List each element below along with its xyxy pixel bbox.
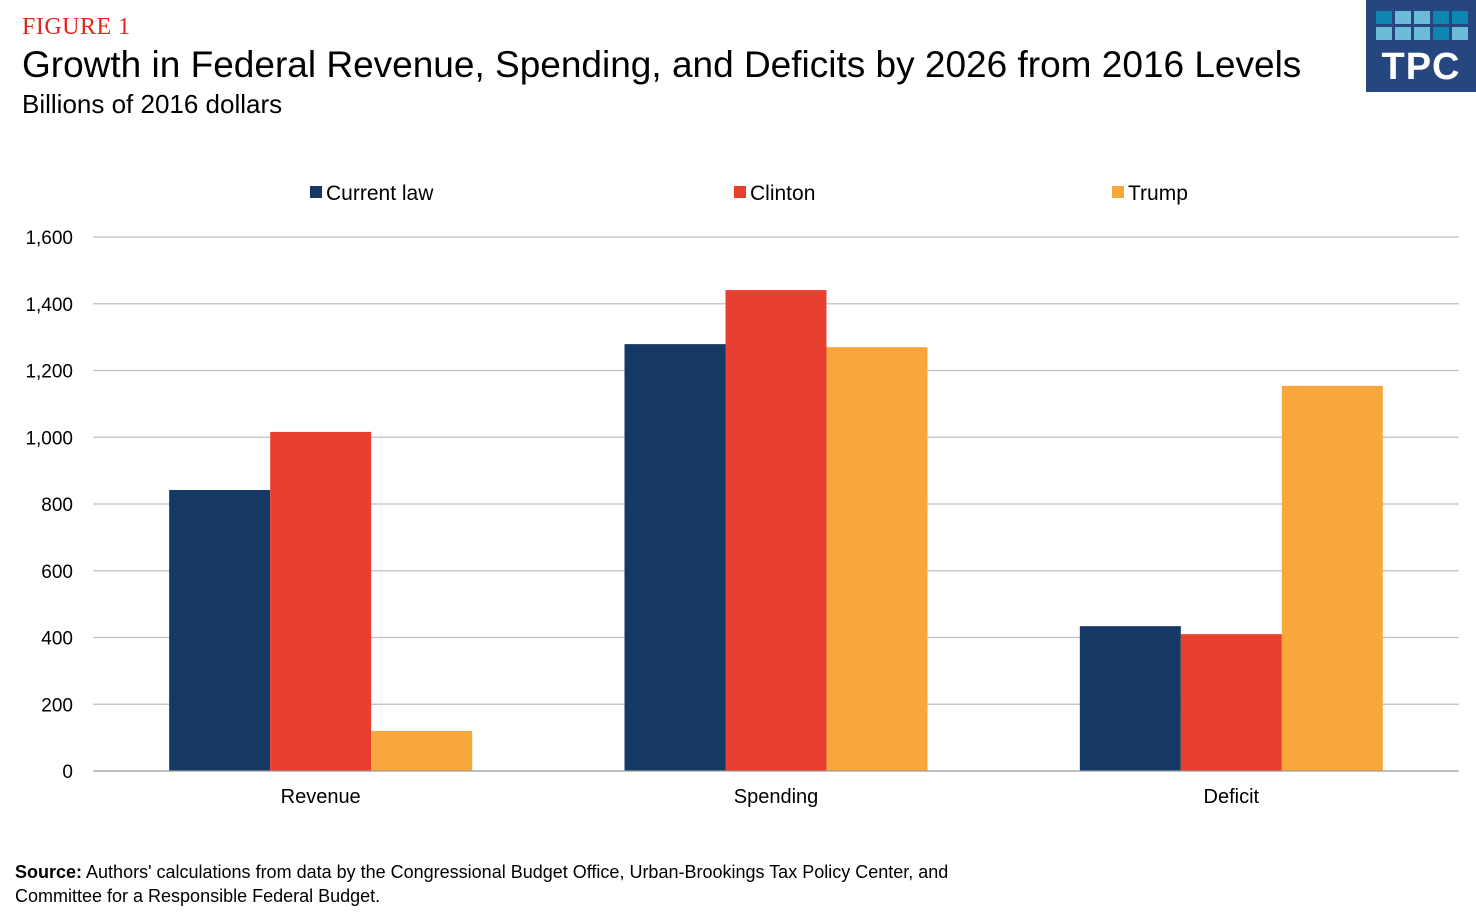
x-category-label: Revenue: [281, 786, 361, 808]
chart-subtitle: Billions of 2016 dollars: [22, 89, 283, 119]
logo-grid-cell: [1376, 27, 1392, 40]
logo-grid-cell: [1395, 11, 1411, 24]
x-category-label: Deficit: [1204, 786, 1260, 808]
legend-swatch: [310, 186, 322, 198]
logo-grid-cell: [1376, 11, 1392, 24]
bar-spending-current-law: [624, 344, 726, 771]
x-axis-categories: Revenue Spending Deficit: [281, 786, 1260, 808]
logo-grid-cell: [1433, 27, 1449, 40]
source-note: Source: Authors' calculations from data …: [15, 860, 955, 908]
legend: Current law Clinton Trump: [310, 182, 1188, 205]
y-tick-label: 400: [41, 629, 73, 650]
logo-grid-cell: [1414, 11, 1430, 24]
source-label: Source:: [15, 862, 83, 882]
y-axis-ticks: 0 200 400 600 800 1,000 1,200 1,400 1,600: [25, 228, 73, 783]
logo-grid-cell: [1414, 27, 1430, 40]
y-tick-label: 1,600: [25, 228, 73, 249]
bar-deficit-current-law: [1079, 626, 1181, 771]
y-tick-label: 1,400: [25, 295, 73, 316]
bar-deficit-trump: [1281, 385, 1383, 771]
tpc-logo: TPC: [1366, 0, 1476, 92]
bar-spending-clinton: [725, 290, 827, 771]
logo-grid-cell: [1433, 11, 1449, 24]
y-tick-label: 200: [41, 695, 73, 716]
bar-spending-trump: [826, 347, 928, 771]
bars: [169, 290, 1383, 771]
legend-swatch: [734, 186, 746, 198]
legend-label: Trump: [1128, 182, 1188, 205]
logo-grid-cell: [1395, 27, 1411, 40]
logo-grid-cell: [1452, 11, 1468, 24]
chart-title: Growth in Federal Revenue, Spending, and…: [22, 44, 1302, 85]
source-text: Authors' calculations from data by the C…: [15, 862, 949, 906]
bar-revenue-current-law: [169, 489, 271, 771]
logo-text: TPC: [1381, 46, 1461, 88]
bar-deficit-clinton: [1180, 634, 1282, 771]
bar-revenue-trump: [371, 730, 473, 771]
bar-revenue-clinton: [270, 431, 372, 771]
y-tick-label: 800: [41, 495, 73, 516]
y-tick-label: 0: [62, 762, 73, 783]
y-tick-label: 600: [41, 562, 73, 583]
legend-label: Current law: [326, 182, 434, 205]
logo-grid-icon: [1376, 11, 1468, 40]
figure-label: FIGURE 1: [22, 14, 131, 40]
x-category-label: Spending: [734, 786, 819, 808]
legend-label: Clinton: [750, 182, 815, 205]
y-tick-label: 1,000: [25, 428, 73, 449]
y-tick-label: 1,200: [25, 362, 73, 383]
logo-grid-cell: [1452, 27, 1468, 40]
legend-swatch: [1112, 186, 1124, 198]
